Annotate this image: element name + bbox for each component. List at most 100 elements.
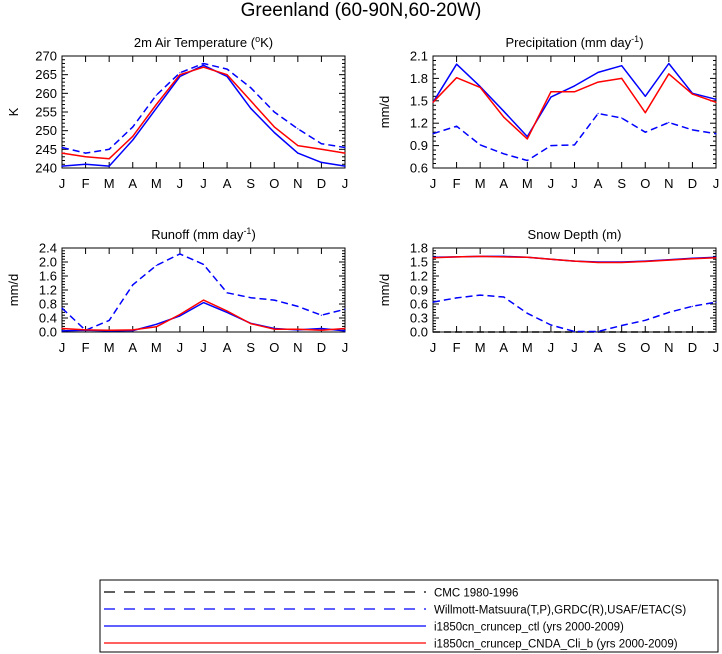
data-point <box>85 156 87 158</box>
y-tick-label: 1.5 <box>410 93 428 108</box>
data-point <box>155 107 157 109</box>
x-tick-label: M <box>522 340 533 355</box>
y-tick-label: 2.4 <box>39 241 57 256</box>
y-tick-label: 0.6 <box>410 161 428 176</box>
data-point <box>715 133 717 135</box>
data-point <box>503 256 505 258</box>
data-point <box>503 116 505 118</box>
data-point <box>503 331 505 333</box>
series-line <box>61 253 346 332</box>
x-tick-label: A <box>223 176 232 191</box>
x-tick-label: M <box>475 176 486 191</box>
data-point <box>621 324 623 327</box>
data-point <box>179 74 181 76</box>
data-point <box>479 294 481 296</box>
y-axis-label: mm/d <box>6 274 21 307</box>
data-point <box>668 62 670 65</box>
data-point <box>550 324 552 326</box>
data-point <box>550 91 552 93</box>
data-point <box>456 331 458 333</box>
data-point <box>273 126 275 128</box>
data-point <box>108 165 110 167</box>
panel-title: Runoff (mm day-1) <box>151 226 256 242</box>
y-tick-label: 1.2 <box>39 283 57 298</box>
data-point <box>250 87 252 89</box>
y-tick-label: 245 <box>35 142 57 157</box>
data-point <box>573 260 576 262</box>
data-point <box>85 163 87 165</box>
data-point <box>456 256 458 258</box>
data-point <box>691 331 694 333</box>
data-point <box>344 308 346 310</box>
data-point <box>691 129 694 131</box>
panel-title-suffix: K) <box>260 35 273 50</box>
data-point <box>320 143 322 145</box>
data-point <box>250 297 252 299</box>
y-tick-label: 0.0 <box>410 325 428 340</box>
data-point <box>715 331 717 333</box>
data-point <box>297 152 299 154</box>
data-point <box>573 330 576 333</box>
data-point <box>691 305 694 307</box>
data-point <box>573 144 576 146</box>
data-point <box>479 331 481 333</box>
x-tick-label: M <box>475 340 486 355</box>
data-point <box>202 263 205 265</box>
y-tick-label: 0.0 <box>39 325 57 340</box>
data-point <box>668 73 670 75</box>
data-point <box>715 101 717 103</box>
x-tick-label: A <box>223 340 232 355</box>
y-tick-label: 0.9 <box>410 283 428 298</box>
y-tick-label: 0.6 <box>410 297 428 312</box>
data-point <box>61 152 63 154</box>
x-tick-label: J <box>430 340 437 355</box>
data-point <box>503 296 505 298</box>
data-point <box>297 128 299 130</box>
series-line <box>61 66 346 160</box>
x-tick-label: D <box>317 176 326 191</box>
x-tick-label: J <box>430 176 437 191</box>
data-point <box>344 330 346 332</box>
data-point <box>668 331 670 333</box>
y-tick-label: 1.2 <box>410 269 428 284</box>
data-point <box>132 126 134 128</box>
panel-title-superscript: -1 <box>243 226 251 236</box>
data-point <box>273 131 275 134</box>
data-point <box>108 158 110 160</box>
x-tick-label: J <box>177 176 184 191</box>
x-tick-label: F <box>82 340 90 355</box>
x-tick-label: N <box>664 176 673 191</box>
x-tick-label: S <box>617 340 626 355</box>
data-point <box>456 77 458 79</box>
data-point <box>273 111 275 113</box>
x-tick-label: M <box>104 176 115 191</box>
panel-runoff: Runoff (mm day-1) 0.00.40.81.21.62.02.4 J F… <box>6 226 348 355</box>
series-line <box>61 64 346 167</box>
data-point <box>108 148 110 150</box>
data-point <box>691 258 694 260</box>
data-point <box>226 311 228 313</box>
x-tick-label: O <box>640 176 650 191</box>
x-tick-label: J <box>548 176 555 191</box>
data-point <box>155 94 157 96</box>
data-point <box>644 131 646 133</box>
data-point <box>344 165 346 167</box>
x-tick-label: J <box>200 176 207 191</box>
data-point <box>179 313 181 316</box>
y-axis-label: mm/d <box>377 274 392 307</box>
y-tick-label: 0.8 <box>39 297 57 312</box>
x-tick-label: N <box>293 176 302 191</box>
data-point <box>456 63 458 65</box>
data-point <box>573 91 576 93</box>
x-tick-label: O <box>269 176 279 191</box>
x-tick-label: J <box>177 340 184 355</box>
figure-title: Greenland (60-90N,60-20W) <box>241 0 482 21</box>
x-tick-label: N <box>664 340 673 355</box>
panel-title-text: Snow Depth (m) <box>528 227 622 242</box>
plot-frame <box>432 55 717 169</box>
y-tick-label: 0.4 <box>39 311 57 326</box>
data-point <box>202 64 205 66</box>
panel-title-superscript: -1 <box>631 34 639 44</box>
data-point <box>132 284 134 286</box>
series-line <box>61 299 346 332</box>
